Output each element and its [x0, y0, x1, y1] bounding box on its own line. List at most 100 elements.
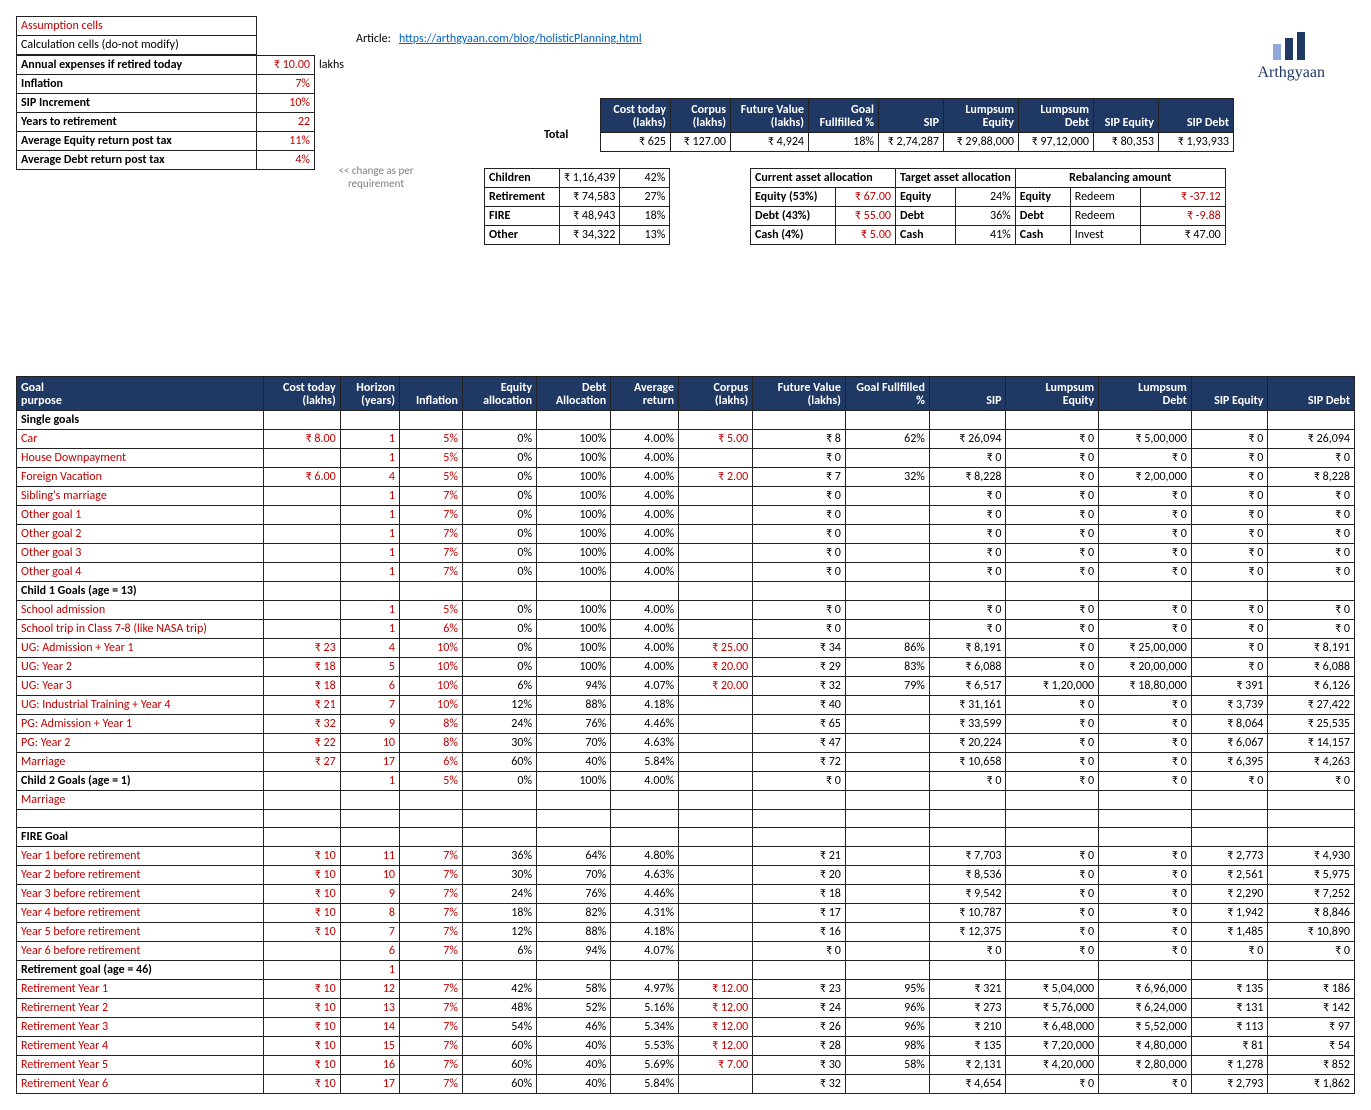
goal-cell: ₹ 321	[929, 980, 1006, 999]
goal-cell: 76%	[537, 885, 611, 904]
goal-cell: 6%	[399, 753, 462, 772]
goal-cell: ₹ 29	[753, 658, 846, 677]
article-link[interactable]: https://arthgyaan.com/blog/holisticPlann…	[399, 32, 642, 46]
goal-cell	[679, 563, 753, 582]
goal-cell: ₹ 6,088	[929, 658, 1006, 677]
goal-cell	[845, 544, 929, 563]
goal-cell: 0%	[462, 430, 536, 449]
goal-cell: ₹ 0	[1006, 847, 1099, 866]
goal-cell: 96%	[845, 1018, 929, 1037]
goal-cell: ₹ 0	[1191, 601, 1268, 620]
goal-cell: ₹ 0	[753, 563, 846, 582]
goal-cell: ₹ 54	[1268, 1037, 1355, 1056]
goal-cell: 94%	[537, 677, 611, 696]
goal-cell: ₹ 1,862	[1268, 1075, 1355, 1094]
goal-cell: 1	[340, 487, 399, 506]
goal-cell: ₹ 142	[1268, 999, 1355, 1018]
goal-cell: ₹ 0	[753, 525, 846, 544]
goal-cell: ₹ 81	[1191, 1037, 1268, 1056]
goal-cell: ₹ 10	[264, 923, 341, 942]
goal-cell: ₹ 0	[1099, 753, 1192, 772]
goal-cell: 70%	[537, 734, 611, 753]
goal-cell	[845, 810, 929, 828]
goal-cell: 10%	[399, 696, 462, 715]
goal-cell	[1268, 791, 1355, 810]
assump-value[interactable]: ₹ 10.00	[257, 56, 315, 75]
goal-cell: 88%	[537, 923, 611, 942]
goal-cell: ₹ 0	[1099, 525, 1192, 544]
cat-name: Retirement	[485, 188, 560, 207]
goal-cell: 100%	[537, 468, 611, 487]
goal-name: School trip in Class 7-8 (like NASA trip…	[17, 620, 264, 639]
goal-cell: 36%	[462, 847, 536, 866]
assump-value[interactable]: 11%	[257, 132, 315, 151]
sh-sip: SIP	[879, 99, 944, 133]
goal-cell: ₹ 1,278	[1191, 1056, 1268, 1075]
goal-cell: ₹ 0	[1268, 544, 1355, 563]
goal-name: Car	[17, 430, 264, 449]
goal-cell: ₹ 1,20,000	[1006, 677, 1099, 696]
goal-cell: 100%	[537, 449, 611, 468]
assump-value[interactable]: 7%	[257, 75, 315, 94]
goal-cell: ₹ 25,535	[1268, 715, 1355, 734]
goal-cell: 4.07%	[611, 677, 679, 696]
goal-cell: ₹ 26	[753, 1018, 846, 1037]
goal-cell	[845, 525, 929, 544]
goal-cell: 64%	[537, 847, 611, 866]
goal-cell: 4.80%	[611, 847, 679, 866]
goal-cell	[753, 810, 846, 828]
goal-cell: 100%	[537, 430, 611, 449]
goal-cell: ₹ 6.00	[264, 468, 341, 487]
goal-cell: ₹ 7,252	[1268, 885, 1355, 904]
goal-cell: 76%	[537, 715, 611, 734]
goal-cell: 6	[340, 942, 399, 961]
assump-value[interactable]: 22	[257, 113, 315, 132]
summary-table: Cost today(lakhs) Corpus(lakhs) Future V…	[600, 98, 1234, 152]
goal-cell: ₹ 8,536	[929, 866, 1006, 885]
goal-cell: ₹ 0	[1191, 468, 1268, 487]
goal-cell: ₹ 0	[1099, 506, 1192, 525]
goal-cell: 6%	[462, 677, 536, 696]
goal-cell: ₹ 2,793	[1191, 1075, 1268, 1094]
goal-name: Retirement Year 5	[17, 1056, 264, 1075]
goal-cell: 4	[340, 639, 399, 658]
categories-table: Children₹ 1,16,43942%Retirement₹ 74,5832…	[484, 168, 670, 245]
goal-cell	[1191, 791, 1268, 810]
goal-cell	[845, 942, 929, 961]
assump-value[interactable]: 10%	[257, 94, 315, 113]
goal-cell: ₹ 32	[753, 1075, 846, 1094]
goal-cell: 7%	[399, 923, 462, 942]
sh-se: SIP Equity	[1094, 99, 1159, 133]
goal-cell: 5.16%	[611, 999, 679, 1018]
goal-cell: ₹ 0	[1099, 1075, 1192, 1094]
goal-cell: 0%	[462, 544, 536, 563]
goal-cell: ₹ 186	[1268, 980, 1355, 999]
goal-cell: 24%	[462, 885, 536, 904]
goal-cell: 7%	[399, 544, 462, 563]
goal-cell: 4.07%	[611, 942, 679, 961]
goal-cell	[340, 791, 399, 810]
goal-cell	[264, 601, 341, 620]
goal-name: Year 2 before retirement	[17, 866, 264, 885]
goal-cell: 40%	[537, 1075, 611, 1094]
goal-cell: 4.18%	[611, 696, 679, 715]
goal-cell: 60%	[462, 1037, 536, 1056]
goal-cell: 7%	[399, 506, 462, 525]
goal-name: UG: Industrial Training + Year 4	[17, 696, 264, 715]
goal-cell: 100%	[537, 563, 611, 582]
goal-cell: ₹ 7,703	[929, 847, 1006, 866]
goal-cell: ₹ 0	[1099, 601, 1192, 620]
goal-cell: 7%	[399, 1037, 462, 1056]
goal-cell: ₹ 0	[1006, 923, 1099, 942]
goal-cell: 0%	[462, 468, 536, 487]
goal-cell: ₹ 12.00	[679, 999, 753, 1018]
goal-name: Year 1 before retirement	[17, 847, 264, 866]
goal-cell: ₹ 2,773	[1191, 847, 1268, 866]
total-label: Total	[544, 128, 568, 142]
sh-cost: Cost today(lakhs)	[601, 99, 671, 133]
goal-name: Sibling's marriage	[17, 487, 264, 506]
goal-cell: ₹ 0	[1099, 923, 1192, 942]
goal-cell: ₹ 21	[264, 696, 341, 715]
assump-value[interactable]: 4%	[257, 151, 315, 170]
goal-cell: ₹ 12,375	[929, 923, 1006, 942]
